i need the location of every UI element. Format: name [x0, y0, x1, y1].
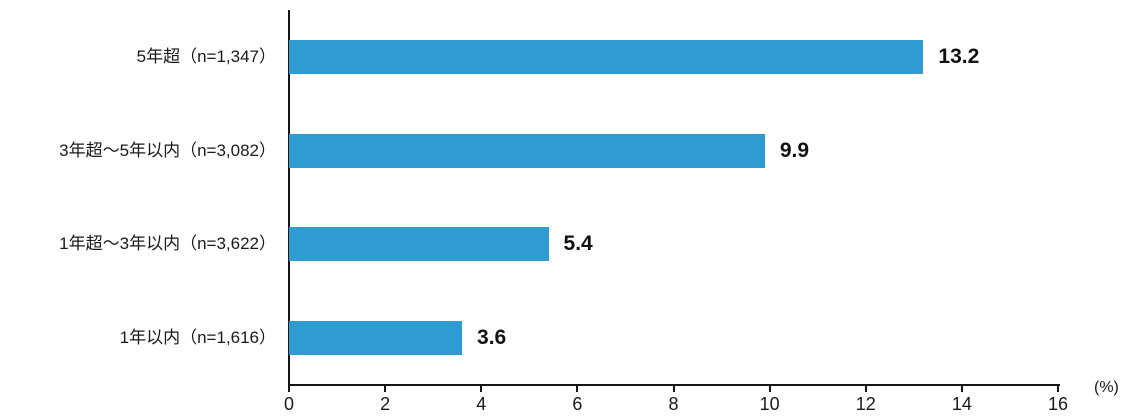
x-axis-tick-label: 16 — [1047, 394, 1069, 414]
x-axis-tick — [384, 384, 387, 392]
bar — [289, 39, 924, 74]
value-label: 5.4 — [563, 232, 593, 256]
value-label: 9.9 — [779, 138, 810, 162]
bar — [289, 321, 463, 356]
bar — [289, 227, 549, 262]
x-axis-tick — [288, 384, 290, 392]
x-axis-tick-label: 8 — [668, 394, 679, 414]
category-label: 1年以内（n=1,616） — [119, 328, 276, 348]
x-axis-tick-label: 14 — [951, 394, 972, 414]
x-axis-tick-label: 12 — [855, 394, 876, 414]
x-axis-tick — [864, 384, 867, 392]
x-axis-tick-label: 6 — [572, 394, 583, 414]
x-axis-tick-label: 0 — [283, 394, 294, 414]
x-axis-tick-label: 10 — [759, 394, 780, 414]
category-label: 5年超（n=1,347） — [136, 46, 276, 66]
x-axis-tick — [960, 384, 963, 392]
category-label: 1年超～3年以内（n=3,622） — [59, 234, 276, 254]
value-label: 3.6 — [477, 326, 507, 350]
x-axis-tick — [1057, 384, 1059, 392]
x-axis-tick — [672, 384, 675, 392]
x-axis-tick-label: 2 — [380, 394, 391, 414]
value-label: 13.2 — [938, 44, 980, 68]
bar — [289, 133, 765, 168]
x-axis-tick — [576, 384, 579, 392]
x-axis-tick — [768, 384, 771, 392]
x-axis-tick-label: 4 — [476, 394, 487, 414]
y-axis-line — [288, 10, 290, 386]
category-label: 3年超～5年以内（n=3,082） — [59, 140, 276, 160]
axis-unit-label: (%) — [1094, 379, 1119, 396]
x-axis-tick — [480, 384, 483, 392]
